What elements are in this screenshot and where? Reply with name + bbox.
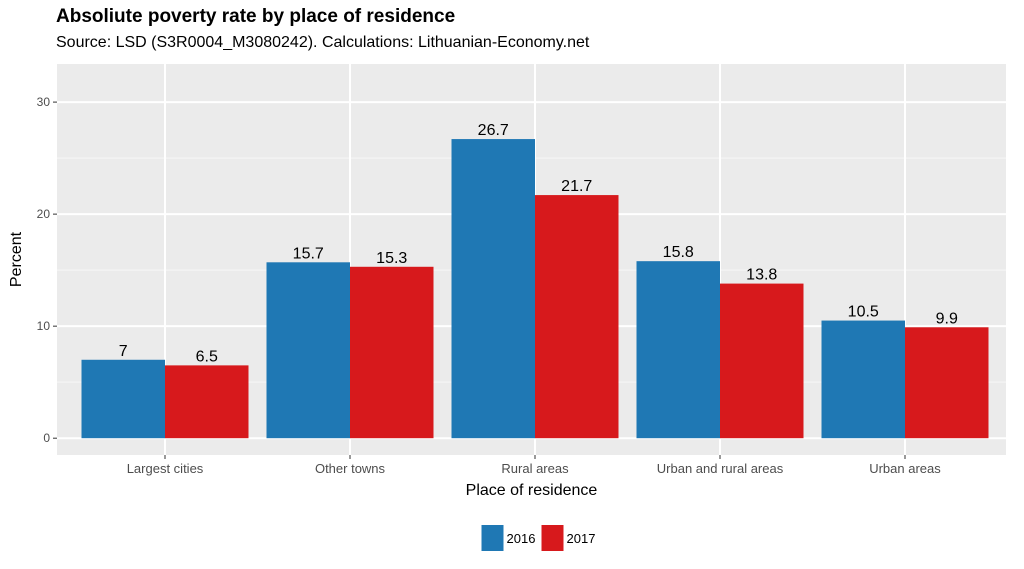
bar-2017-2 (535, 195, 619, 439)
bar-2017-0 (165, 365, 249, 439)
chart-subtitle: Source: LSD (S3R0004_M3080242). Calculat… (56, 34, 590, 51)
bar-value-label: 15.3 (376, 250, 407, 267)
legend-label: 2017 (567, 531, 596, 546)
bar-2016-1 (266, 262, 350, 439)
bar-value-label: 10.5 (848, 304, 879, 321)
legend: 2016 2017 (481, 525, 596, 551)
x-tick-label: Other towns (315, 461, 386, 476)
x-tick-label: Urban areas (869, 461, 941, 476)
x-axis: Largest cities Other towns Rural areas Urba… (127, 455, 941, 476)
bar-value-label: 9.9 (936, 310, 958, 327)
bar-2017-4 (905, 327, 989, 439)
bar-value-label: 15.8 (663, 244, 694, 261)
bar-2016-0 (81, 359, 165, 439)
x-tick-label: Urban and rural areas (657, 461, 784, 476)
bar-value-label: 21.7 (561, 178, 592, 195)
bar-value-label: 15.7 (293, 245, 324, 262)
x-tick-label: Largest cities (127, 461, 204, 476)
bars (81, 139, 989, 439)
legend-key-2016 (481, 525, 504, 551)
bar-value-labels: 7 6.5 15.7 15.3 26.7 21.7 15.8 13.8 10.5 9.9 (119, 122, 958, 365)
legend-key-2017 (541, 525, 564, 551)
y-tick-label: 10 (37, 319, 51, 333)
bar-2017-3 (720, 283, 804, 439)
y-axis-title: Percent (8, 231, 25, 287)
x-axis-title: Place of residence (466, 482, 598, 499)
bar-value-label: 13.8 (746, 267, 777, 284)
chart-title: Absoliute poverty rate by place of resid… (56, 6, 456, 27)
y-tick-label: 0 (43, 431, 50, 445)
bar-value-label: 6.5 (196, 348, 218, 365)
bar-value-label: 7 (119, 343, 128, 360)
bar-2016-2 (451, 139, 535, 439)
y-tick-label: 20 (37, 207, 51, 221)
x-tick-label: Rural areas (501, 461, 569, 476)
legend-label: 2016 (507, 531, 536, 546)
bar-2016-4 (821, 320, 905, 439)
y-axis: 0 10 20 30 (37, 95, 57, 445)
bar-value-label: 26.7 (478, 122, 509, 139)
bar-2017-1 (350, 266, 434, 439)
bar-2016-3 (636, 261, 720, 439)
y-tick-label: 30 (37, 95, 51, 109)
